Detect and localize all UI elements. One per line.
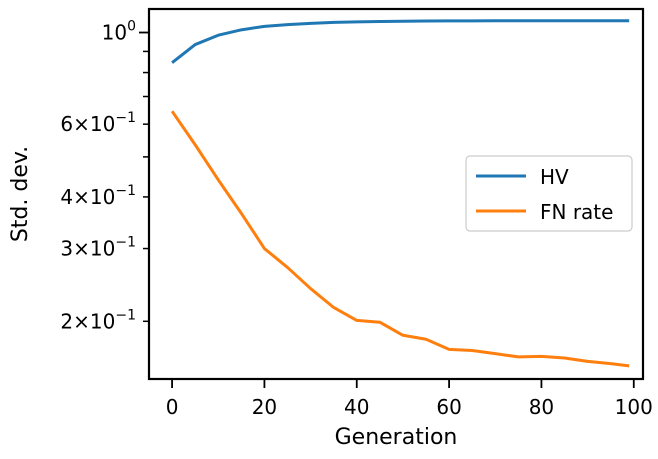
legend-label-fn-rate: FN rate — [540, 200, 613, 224]
x-tick-label: 60 — [436, 395, 461, 419]
legend: HV FN rate — [465, 155, 633, 232]
y-axis-label: Std. dev. — [8, 146, 33, 242]
series-line-hv — [171, 19, 630, 64]
x-axis-label: Generation — [335, 425, 458, 450]
x-tick-label: 100 — [615, 395, 653, 419]
y-tick-label: 4×10−1 — [60, 183, 136, 209]
x-axis: 0 20 40 60 80 100 — [166, 379, 653, 419]
y-tick-label: 3×10−1 — [60, 235, 136, 261]
x-tick-label: 40 — [344, 395, 369, 419]
series-line-fn-rate — [170, 110, 630, 368]
y-axis: 100 2×10−1 3×10−1 4×10−1 6×10−1 — [60, 19, 149, 333]
legend-label-hv: HV — [540, 165, 569, 189]
plot-frame — [147, 7, 645, 381]
x-tick-label: 0 — [166, 395, 179, 419]
x-tick-label: 80 — [529, 395, 554, 419]
y-tick-label: 6×10−1 — [60, 110, 136, 136]
y-tick-label: 100 — [102, 19, 136, 45]
x-tick-label: 20 — [252, 395, 277, 419]
series-layer — [170, 19, 630, 368]
y-tick-label: 2×10−1 — [60, 307, 136, 333]
